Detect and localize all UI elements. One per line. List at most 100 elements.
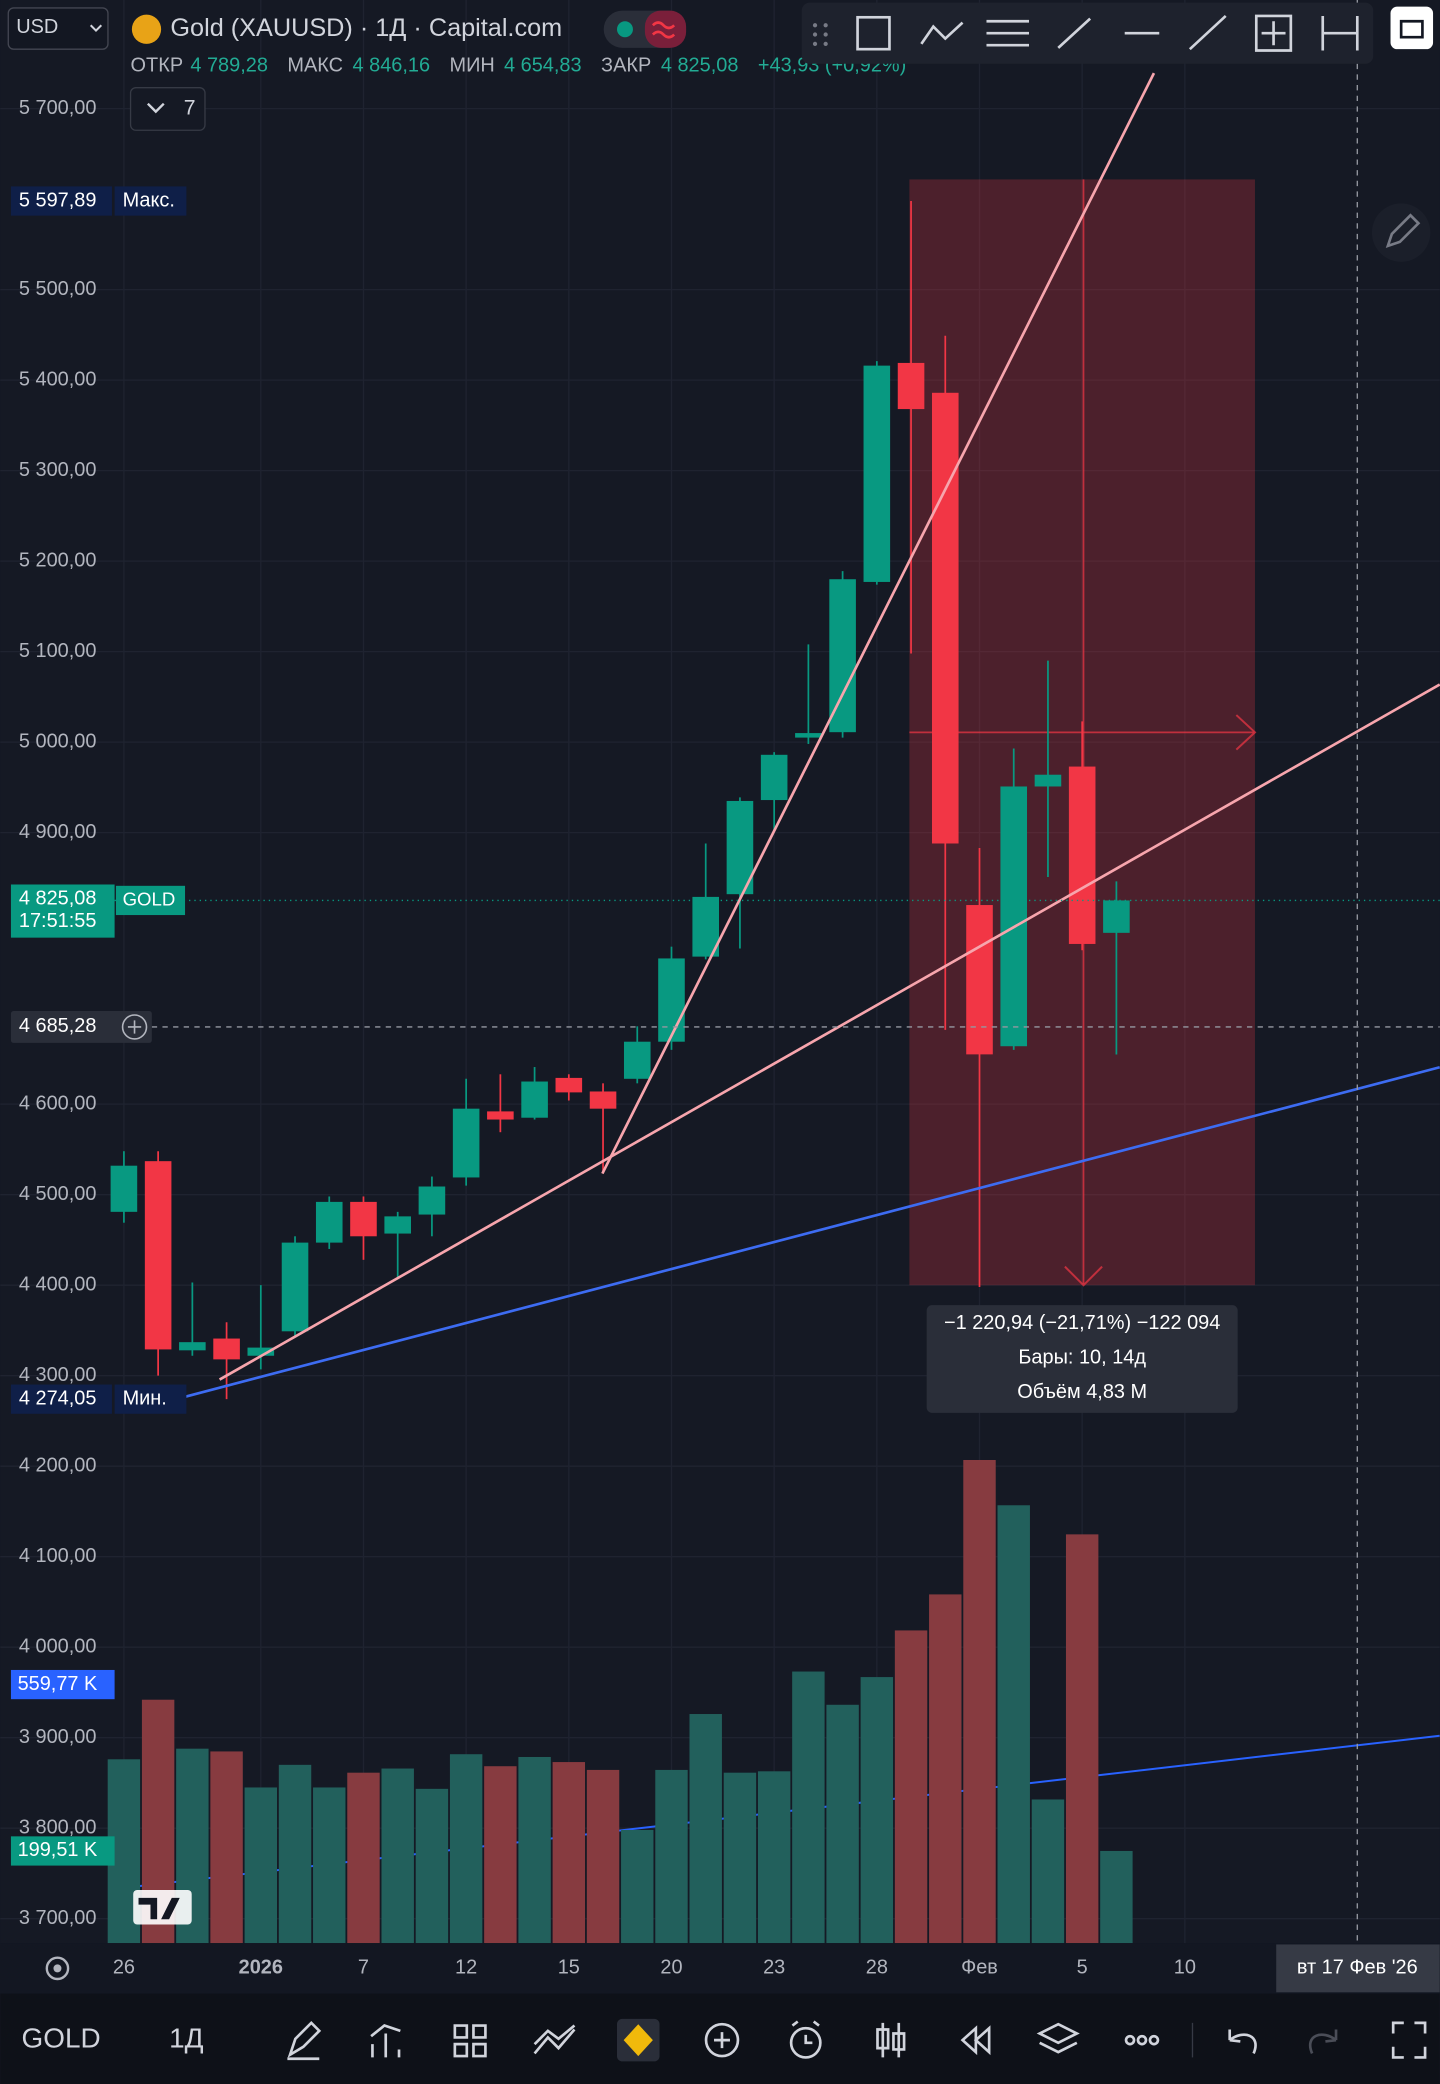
symbol[interactable]: GOLD xyxy=(22,2023,101,2054)
y-tick-label: 5 400,00 xyxy=(19,368,97,390)
x-tick-label: 7 xyxy=(358,1957,369,1979)
currency-select[interactable] xyxy=(7,7,109,50)
trend-line[interactable] xyxy=(179,1065,1440,1400)
y-tick-label: 5 100,00 xyxy=(19,640,97,662)
rect-tool[interactable] xyxy=(856,15,891,51)
replay-icon[interactable] xyxy=(960,2025,991,2056)
y-tick-label: 5 300,00 xyxy=(19,459,97,481)
candle-body xyxy=(863,365,891,582)
header: USD Gold (XAUUSD) · 1Д · Capital.com ОТК… xyxy=(7,7,906,131)
x-tick-label: 5 xyxy=(1077,1957,1088,1979)
currency: USD xyxy=(16,16,58,38)
candle-body xyxy=(487,1111,514,1120)
alert-icon[interactable] xyxy=(789,2026,822,2059)
alert-hands xyxy=(791,2020,820,2045)
candle-body xyxy=(897,362,925,410)
x-tick-label: 12 xyxy=(455,1957,477,1979)
x-tick-label: 15 xyxy=(558,1957,580,1979)
tooltip-box xyxy=(926,1305,1238,1413)
volume-tag: 199,51 K xyxy=(18,1839,98,1861)
candle-body xyxy=(179,1342,206,1351)
symbol-title[interactable]: Gold (XAUUSD) · 1Д · Capital.com xyxy=(170,14,562,42)
trend-line[interactable] xyxy=(218,683,1440,1381)
candle-body xyxy=(589,1091,617,1109)
settings-icon[interactable] xyxy=(45,1956,70,1981)
redo-icon[interactable] xyxy=(1308,2029,1338,2054)
tooltip-line: Объём 4,83 M xyxy=(1017,1381,1147,1403)
candle-body xyxy=(144,1161,172,1350)
price-labels: 5 700,00 5 500,00 5 400,00 5 300,00 5 200,00… xyxy=(10,97,1440,1929)
undo-icon[interactable] xyxy=(1228,2029,1257,2054)
interval[interactable]: 1Д xyxy=(169,2023,204,2054)
y-tick-label: 5 500,00 xyxy=(19,278,97,300)
pencil-icon xyxy=(1385,213,1421,248)
candle-body xyxy=(1068,766,1096,944)
more-icon[interactable] xyxy=(1124,2034,1160,2046)
indicators-toggle[interactable] xyxy=(129,87,206,131)
price-tag-name-box xyxy=(114,186,187,216)
fullscreen-button[interactable] xyxy=(1390,6,1434,50)
trend-line[interactable] xyxy=(601,72,1156,1175)
volume-bar xyxy=(449,1754,483,1944)
y-tick-label: 5 000,00 xyxy=(19,730,97,752)
volume-bar xyxy=(347,1772,380,1944)
range-tool[interactable] xyxy=(1321,15,1359,51)
logo-bg xyxy=(133,1889,192,1925)
volume-bar xyxy=(415,1788,449,1944)
edit-button[interactable] xyxy=(1371,203,1431,262)
volume-bar xyxy=(757,1771,791,1944)
price-tag-name-box xyxy=(114,1384,187,1414)
volume-bar xyxy=(484,1766,517,1944)
market-open-dot xyxy=(616,21,633,38)
y-tick-label: 4 100,00 xyxy=(19,1545,97,1567)
y-tick-label: 4 600,00 xyxy=(19,1092,97,1114)
tv-logo xyxy=(133,1889,192,1925)
ohlc-label: МИН xyxy=(450,55,495,77)
crosshair-price: 4 685,28 xyxy=(19,1015,97,1037)
candle-body xyxy=(213,1338,240,1360)
ray-tool[interactable] xyxy=(1057,17,1092,49)
layout-icon[interactable] xyxy=(453,2024,487,2058)
last-price-box xyxy=(10,884,115,938)
grid xyxy=(0,0,1440,1944)
volume-bar xyxy=(1100,1850,1133,1944)
volume-bar xyxy=(963,1459,996,1944)
measure-tool[interactable] xyxy=(1254,14,1293,52)
volume-bar xyxy=(1031,1799,1065,1944)
chevron xyxy=(146,102,165,114)
indicator-count: 7 xyxy=(184,96,196,120)
volume-bar xyxy=(929,1594,962,1944)
candle-body xyxy=(384,1216,411,1234)
y-tick-label: 4 300,00 xyxy=(19,1364,97,1386)
x-tick-label: 23 xyxy=(763,1957,785,1979)
last-price: 4 825,08 xyxy=(19,887,97,909)
line-tool[interactable] xyxy=(1188,14,1227,51)
volume-bar xyxy=(244,1787,278,1944)
compare-icon[interactable] xyxy=(533,2024,576,2055)
drag-handle[interactable] xyxy=(812,23,828,46)
candle-body xyxy=(829,579,856,733)
price-tag-name: Мин. xyxy=(123,1387,167,1409)
fullscreen-icon[interactable] xyxy=(1391,2021,1427,2059)
ohlc-label: ЗАКР xyxy=(601,55,651,77)
path-tool[interactable] xyxy=(920,21,964,45)
fib-tool[interactable] xyxy=(986,19,1030,47)
candle-body xyxy=(350,1201,377,1237)
indicators-icon[interactable] xyxy=(370,2024,401,2058)
trend-lines[interactable] xyxy=(179,0,1440,1944)
delay-badge xyxy=(644,10,687,48)
add-alert-plus xyxy=(127,1020,142,1034)
symbol-tag: GOLD xyxy=(123,888,176,909)
crosshair-date: вт 17 Фев '26 xyxy=(1297,1957,1418,1979)
candle-body xyxy=(555,1077,583,1093)
add-icon[interactable] xyxy=(704,2022,740,2058)
candles-icon[interactable] xyxy=(876,2022,906,2058)
volume-bar xyxy=(689,1714,722,1944)
time-axis-bg xyxy=(0,1943,1440,1994)
draw-icon[interactable] xyxy=(287,2020,322,2061)
volume-bar xyxy=(621,1829,654,1944)
candle-body xyxy=(658,958,685,1042)
bottom-bar: GOLD 1Д xyxy=(0,1993,1440,2084)
layers-icon[interactable] xyxy=(1036,2022,1080,2054)
candle-body xyxy=(452,1108,480,1178)
